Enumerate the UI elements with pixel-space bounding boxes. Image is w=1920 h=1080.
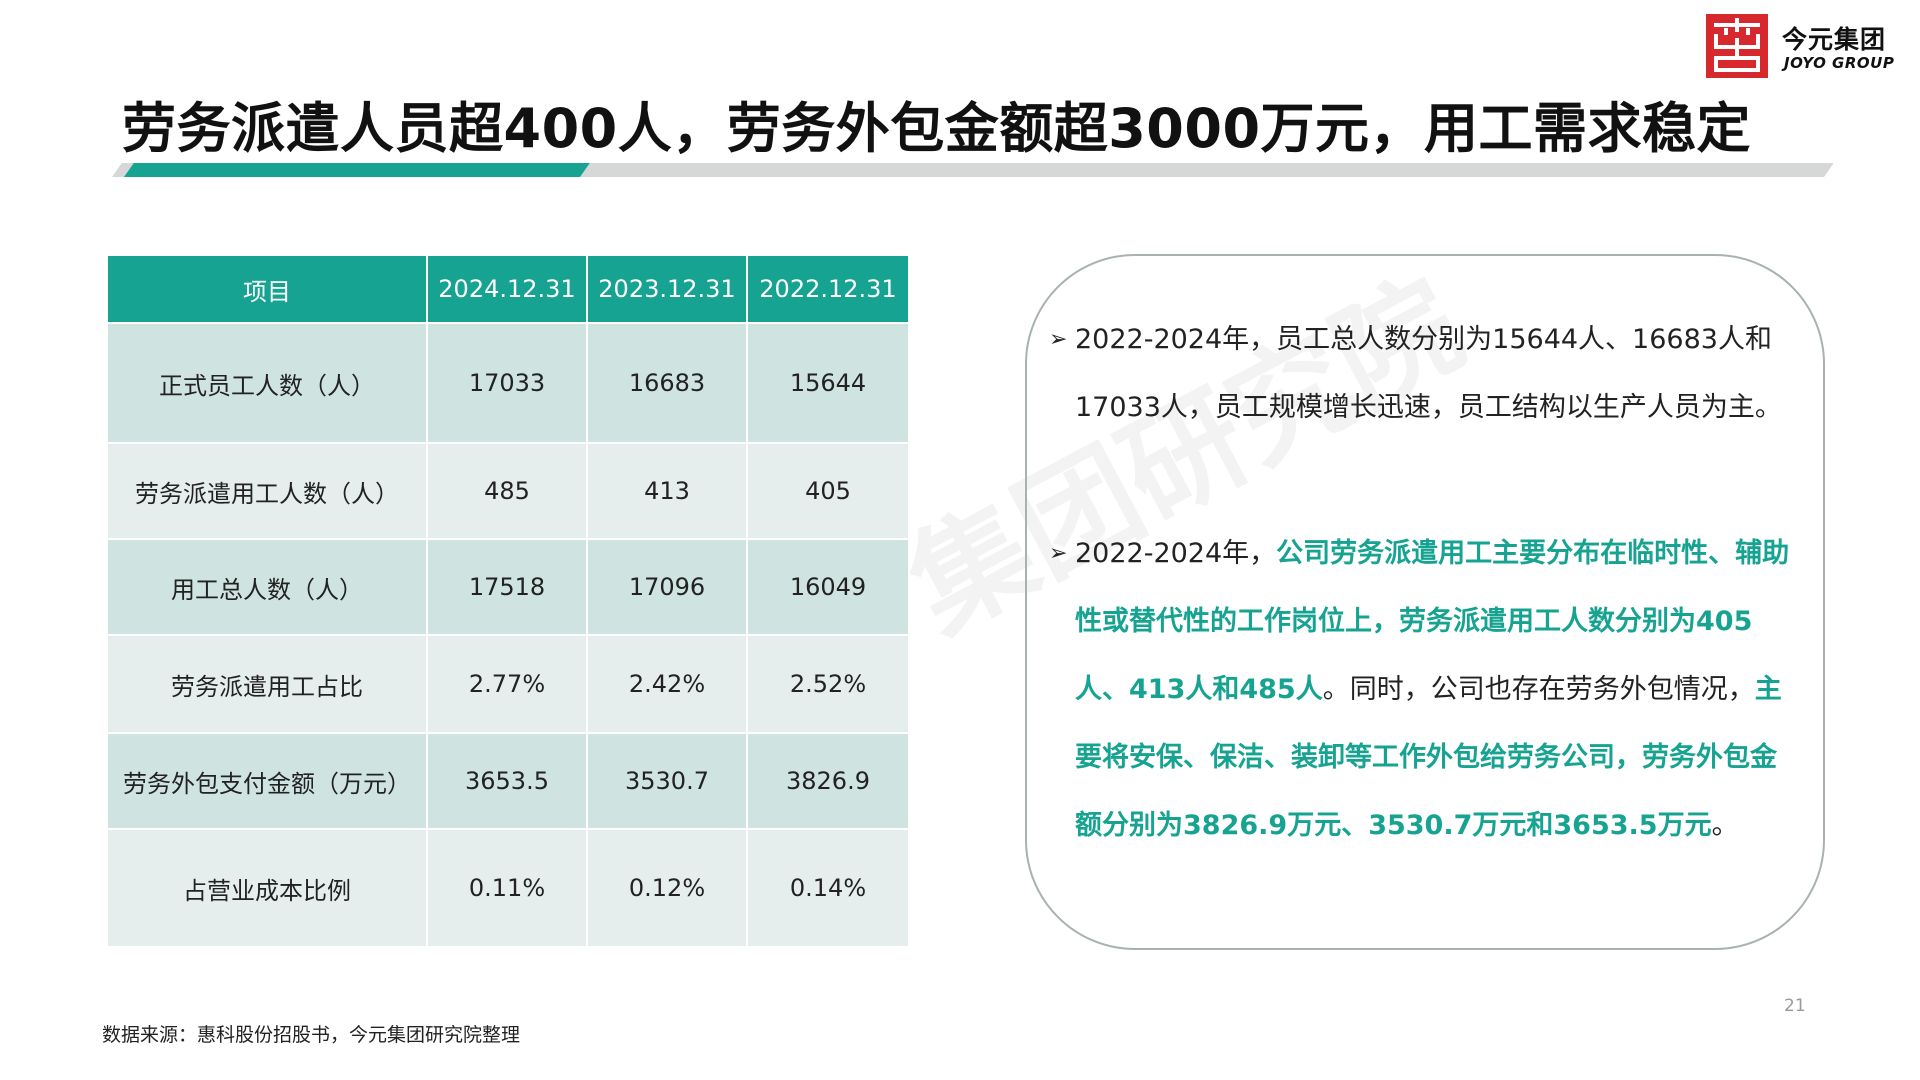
row-label: 劳务外包支付金额（万元） bbox=[106, 732, 428, 830]
arrow-bullet-icon: ➢ bbox=[1049, 327, 1068, 352]
row-label: 用工总人数（人） bbox=[106, 538, 428, 636]
table-cell: 2.52% bbox=[746, 634, 910, 734]
table-cell: 16683 bbox=[586, 322, 748, 444]
bullet-point-1: ➢ 2022-2024年，员工总人数分别为15644人、16683人和17033… bbox=[1049, 306, 1793, 442]
table-row: 劳务外包支付金额（万元） 3653.5 3530.7 3826.9 bbox=[106, 732, 910, 830]
summary-panel: ➢ 2022-2024年，员工总人数分别为15644人、16683人和17033… bbox=[1025, 254, 1825, 950]
page-number: 21 bbox=[1784, 996, 1806, 1016]
table-cell: 405 bbox=[746, 442, 910, 540]
table-cell: 3653.5 bbox=[426, 732, 588, 830]
table-header-row: 项目 2024.12.31 2023.12.31 2022.12.31 bbox=[106, 254, 910, 324]
title-underline-accent bbox=[124, 163, 590, 177]
table-row: 用工总人数（人） 17518 17096 16049 bbox=[106, 538, 910, 636]
header-2022: 2022.12.31 bbox=[746, 254, 910, 324]
staffing-table: 项目 2024.12.31 2023.12.31 2022.12.31 正式员工… bbox=[106, 254, 910, 948]
table-cell: 16049 bbox=[746, 538, 910, 636]
header-2024: 2024.12.31 bbox=[426, 254, 588, 324]
table-cell: 17096 bbox=[586, 538, 748, 636]
table-cell: 17518 bbox=[426, 538, 588, 636]
row-label: 正式员工人数（人） bbox=[106, 322, 428, 444]
bullet-point-2: ➢ 2022-2024年，公司劳务派遣用工主要分布在临时性、辅助性或替代性的工作… bbox=[1049, 520, 1793, 860]
table-cell: 413 bbox=[586, 442, 748, 540]
header-item: 项目 bbox=[106, 254, 428, 324]
logo-mark-icon bbox=[1706, 14, 1768, 78]
header-2023: 2023.12.31 bbox=[586, 254, 748, 324]
logo-name-en: JOYO GROUP bbox=[1784, 54, 1895, 72]
source-note: 数据来源：惠科股份招股书，今元集团研究院整理 bbox=[102, 1024, 521, 1046]
row-label: 劳务派遣用工占比 bbox=[106, 634, 428, 734]
table-row: 占营业成本比例 0.11% 0.12% 0.14% bbox=[106, 828, 910, 948]
row-label: 劳务派遣用工人数（人） bbox=[106, 442, 428, 540]
bullet-2-text-2: 。同时，公司也存在劳务外包情况， bbox=[1322, 674, 1755, 705]
row-label: 占营业成本比例 bbox=[106, 828, 428, 948]
table-cell: 0.11% bbox=[426, 828, 588, 948]
table-cell: 17033 bbox=[426, 322, 588, 444]
company-logo: 今元集团 JOYO GROUP bbox=[1706, 14, 1896, 80]
logo-name-cn: 今元集团 bbox=[1782, 25, 1887, 54]
table-cell: 485 bbox=[426, 442, 588, 540]
bullet-1-text: 2022-2024年，员工总人数分别为15644人、16683人和17033人，… bbox=[1075, 324, 1782, 423]
table-row: 劳务派遣用工人数（人） 485 413 405 bbox=[106, 442, 910, 540]
table-cell: 0.12% bbox=[586, 828, 748, 948]
page-title: 劳务派遣人员超400人，劳务外包金额超3000万元，用工需求稳定 bbox=[122, 97, 1752, 160]
bullet-2-highlight-2: 主要将安保、保洁、装卸等工作外包给劳务公司，劳务外包金额分别为3826.9万元、… bbox=[1075, 674, 1782, 841]
table-cell: 2.77% bbox=[426, 634, 588, 734]
bullet-2-text-3: 。 bbox=[1711, 810, 1739, 841]
table-cell: 0.14% bbox=[746, 828, 910, 948]
table-cell: 15644 bbox=[746, 322, 910, 444]
table-cell: 3530.7 bbox=[586, 732, 748, 830]
table-cell: 2.42% bbox=[586, 634, 748, 734]
table-cell: 3826.9 bbox=[746, 732, 910, 830]
table-row: 正式员工人数（人） 17033 16683 15644 bbox=[106, 322, 910, 444]
arrow-bullet-icon: ➢ bbox=[1049, 541, 1068, 566]
bullet-2-highlight-1: 公司劳务派遣用工主要分布在临时性、辅助性或替代性的工作岗位上，劳务派遣用工人数分… bbox=[1075, 538, 1790, 705]
table-row: 劳务派遣用工占比 2.77% 2.42% 2.52% bbox=[106, 634, 910, 734]
bullet-2-text-1: 2022-2024年， bbox=[1075, 538, 1277, 569]
